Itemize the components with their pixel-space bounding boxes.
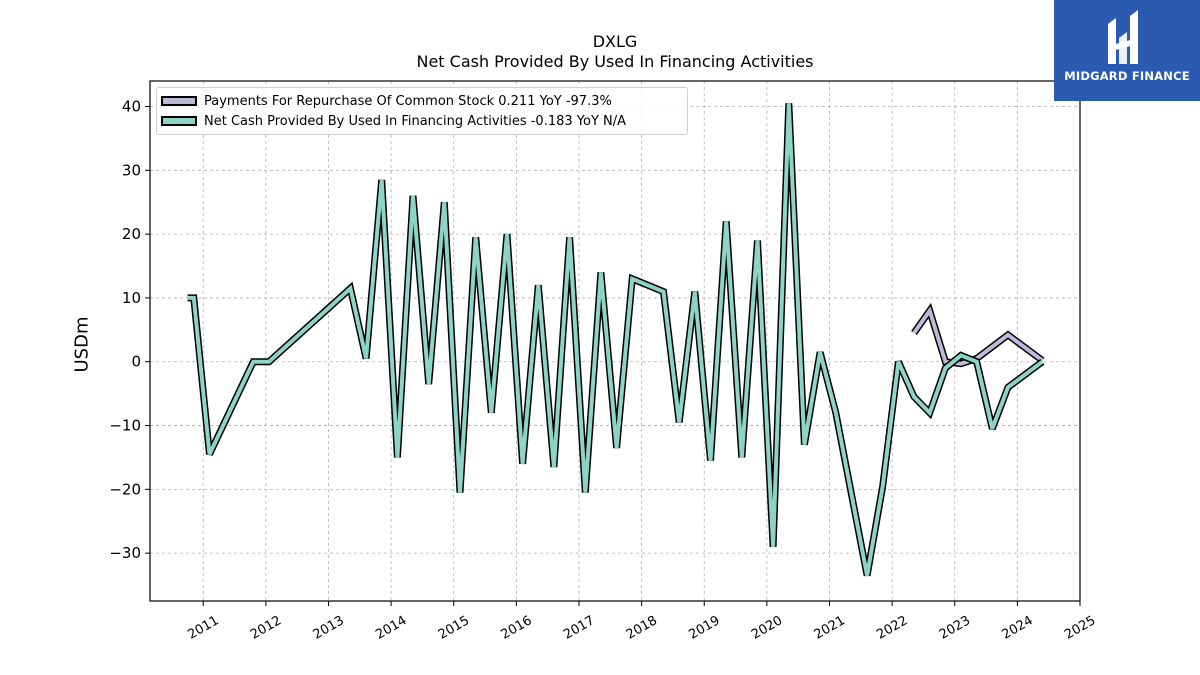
x-tick-label: 2014	[373, 613, 409, 643]
x-tick-label: 2018	[624, 613, 660, 643]
x-tick-label: 2015	[436, 613, 472, 643]
x-tick-label: 2011	[185, 613, 221, 643]
y-tick-label: 30	[122, 161, 141, 179]
x-tick-label: 2020	[749, 613, 785, 643]
x-tick-label: 2017	[561, 613, 597, 643]
chart-subtitle: Net Cash Provided By Used In Financing A…	[416, 52, 814, 71]
y-tick-label: 20	[122, 225, 141, 243]
x-tick-label: 2019	[686, 613, 722, 643]
midgard-logo-icon	[1108, 10, 1138, 64]
chart-title: DXLG	[592, 32, 638, 51]
x-tick-label: 2013	[311, 613, 347, 643]
logo-text: MIDGARD FINANCE	[1064, 69, 1190, 83]
x-tick-label: 2024	[1000, 613, 1036, 643]
legend-item-repurchase: Payments For Repurchase Of Common Stock …	[161, 91, 612, 111]
series-line-financing	[187, 103, 1044, 576]
series-line-repurchase	[912, 306, 1044, 366]
x-tick-label: 2022	[874, 613, 910, 643]
midgard-finance-logo: MIDGARD FINANCE	[1054, 0, 1200, 101]
y-tick-label: −20	[109, 480, 141, 498]
x-tick-label: 2016	[499, 613, 535, 643]
legend-label-repurchase: Payments For Repurchase Of Common Stock …	[204, 93, 612, 109]
legend-swatch-financing	[161, 116, 197, 126]
legend: Payments For Repurchase Of Common Stock …	[156, 87, 688, 135]
x-tick-label: 2025	[1062, 613, 1098, 643]
y-tick-label: 10	[122, 289, 141, 307]
x-tick-label: 2023	[937, 613, 973, 643]
legend-label-financing: Net Cash Provided By Used In Financing A…	[204, 113, 627, 129]
y-tick-label: 40	[122, 98, 141, 116]
series-line-outline-financing	[187, 103, 1045, 577]
x-tick-label: 2021	[812, 613, 848, 643]
x-tick-label: 2012	[248, 613, 284, 643]
y-tick-label: −10	[109, 417, 141, 435]
legend-item-financing: Net Cash Provided By Used In Financing A…	[161, 111, 626, 131]
plot-frame	[149, 80, 1081, 602]
legend-swatch-repurchase	[161, 96, 197, 106]
y-tick-label: −30	[109, 544, 141, 562]
y-axis-label: USDm	[71, 316, 93, 373]
y-tick-label: 0	[131, 353, 141, 371]
